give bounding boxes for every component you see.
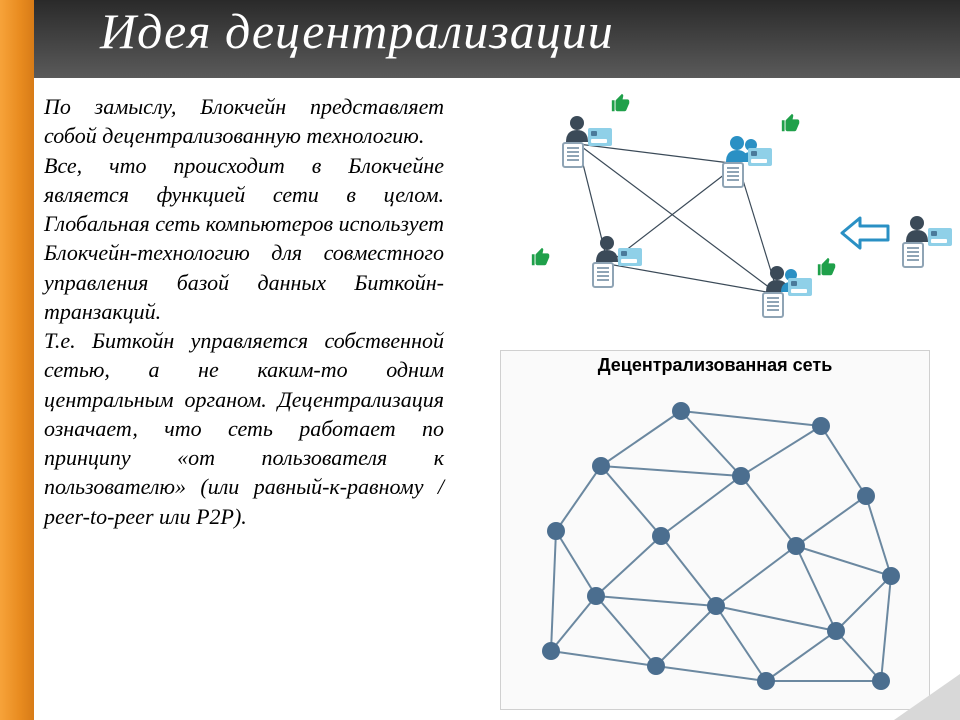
network-node — [547, 522, 565, 540]
network-node — [787, 537, 805, 555]
slide: Идея децентрализации По замыслу, Блокчей… — [0, 0, 960, 720]
network-edge — [551, 596, 596, 651]
network-edge — [596, 596, 716, 606]
network-node — [647, 657, 665, 675]
network-edge — [716, 546, 796, 606]
network-edge — [796, 546, 836, 631]
peer-node — [560, 116, 616, 172]
network-edge — [741, 426, 821, 476]
network-edge — [661, 476, 741, 536]
network-edge — [836, 576, 891, 631]
network-edge — [821, 426, 866, 496]
network-edge — [661, 536, 716, 606]
thumbs-up-icon — [610, 92, 632, 120]
network-edge — [741, 476, 796, 546]
network-edge — [596, 536, 661, 596]
thumbs-up-icon — [780, 112, 802, 140]
network-node — [652, 527, 670, 545]
network-edge — [656, 606, 716, 666]
network-node — [592, 457, 610, 475]
body-text: По замыслу, Блокчейн представляет собой … — [44, 92, 444, 531]
network-edge — [601, 466, 741, 476]
network-node — [672, 402, 690, 420]
network-node — [857, 487, 875, 505]
network-edge — [556, 531, 596, 596]
lower-network-diagram: Децентрализованная сеть — [500, 350, 930, 710]
network-edge — [601, 411, 681, 466]
slide-title: Идея децентрализации — [100, 2, 614, 60]
lower-network-svg — [501, 381, 931, 711]
network-node — [812, 417, 830, 435]
network-node — [872, 672, 890, 690]
network-edge — [796, 546, 891, 576]
network-edge — [556, 466, 601, 531]
network-node — [757, 672, 775, 690]
upper-network-diagram — [460, 86, 950, 336]
network-node — [732, 467, 750, 485]
network-node — [827, 622, 845, 640]
thumbs-up-icon — [530, 246, 552, 274]
peer-node — [900, 216, 956, 272]
network-edge — [796, 496, 866, 546]
upper-edges-svg — [460, 86, 950, 336]
network-edge — [601, 466, 661, 536]
network-edge — [716, 606, 766, 681]
peer-node — [720, 136, 776, 192]
network-edge — [656, 666, 766, 681]
network-edge — [681, 411, 821, 426]
network-edge — [866, 496, 891, 576]
page-corner-fold — [894, 674, 960, 720]
peer-node — [760, 266, 816, 322]
network-edge — [836, 631, 881, 681]
arrow-left-icon — [840, 216, 890, 250]
network-edge — [766, 631, 836, 681]
network-edge — [551, 651, 656, 666]
network-edge — [881, 576, 891, 681]
peer-node — [590, 236, 646, 292]
left-accent-bar — [0, 0, 34, 720]
network-node — [542, 642, 560, 660]
network-edge — [596, 596, 656, 666]
thumbs-up-icon — [816, 256, 838, 284]
network-node — [587, 587, 605, 605]
network-node — [707, 597, 725, 615]
network-edge — [716, 606, 836, 631]
network-node — [882, 567, 900, 585]
network-edge — [681, 411, 741, 476]
lower-diagram-title: Децентрализованная сеть — [501, 355, 929, 376]
network-edge — [551, 531, 556, 651]
